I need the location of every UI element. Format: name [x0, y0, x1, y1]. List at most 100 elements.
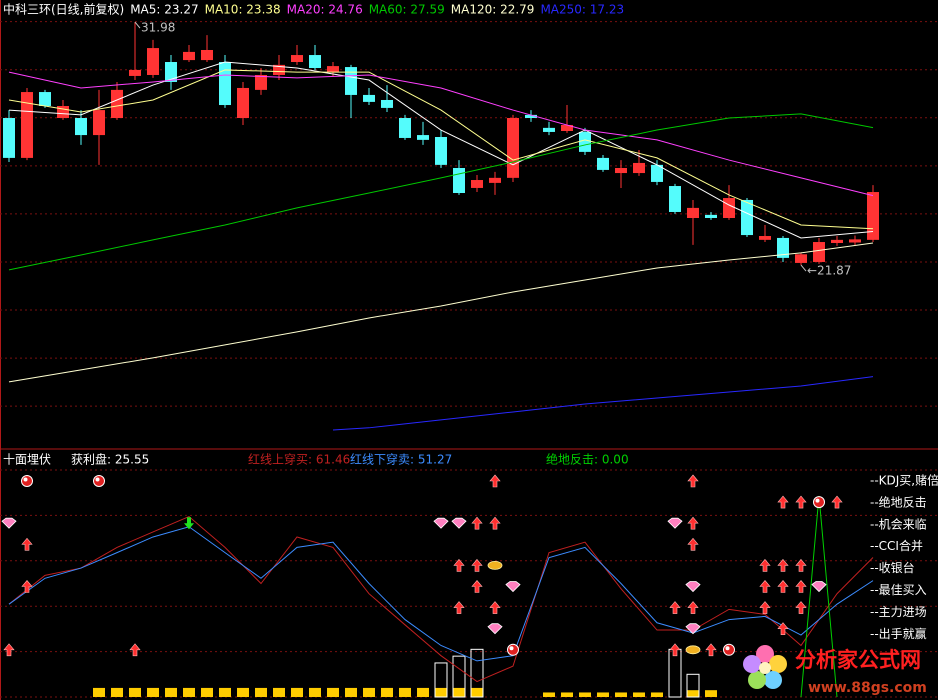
candle-body [705, 214, 717, 218]
indicator-line [8, 242, 874, 383]
legend-entry: MA60: 27.59 [369, 3, 445, 17]
buy-arrow [21, 580, 33, 593]
annotation: ←21.87 [807, 264, 851, 278]
diamond [667, 517, 683, 529]
signal-icon [777, 558, 789, 572]
candle-body [327, 66, 339, 73]
candle-body [831, 239, 843, 243]
buy-arrow [687, 537, 699, 551]
signal-label: --机会来临 [870, 517, 927, 531]
signal-icon [777, 622, 789, 636]
buy-arrow [795, 495, 807, 509]
ingot [487, 561, 503, 570]
buy-arrow [687, 474, 699, 488]
indicator-bar [291, 687, 303, 697]
legend-entry: 红线上穿买: 61.46 [248, 452, 350, 467]
ball-shine [23, 477, 28, 482]
signal-icon [489, 516, 501, 530]
signal-icon [471, 580, 483, 593]
logo [743, 645, 787, 689]
legend-entry: MA10: 23.38 [205, 3, 281, 17]
signal-icon [21, 475, 33, 487]
signal-icon [795, 495, 807, 509]
signal-icon [687, 516, 699, 530]
candle-body [813, 242, 825, 262]
indicator-line [8, 113, 874, 271]
candle-body [453, 168, 465, 193]
signal-icon [1, 517, 17, 529]
candle-body [219, 62, 231, 106]
buy-arrow [453, 558, 465, 572]
watermark: 分析家公式网 www.88gs.com [743, 645, 927, 696]
indicator-bar [561, 692, 573, 697]
candle-body [489, 177, 501, 183]
indicator-line [8, 61, 874, 239]
candle-body [417, 135, 429, 140]
signal-label: --KDJ买,赌倍 [870, 473, 938, 488]
signal-icon [685, 581, 701, 593]
indicator-bar [615, 692, 627, 697]
buy-arrow [687, 516, 699, 530]
buy-arrow [489, 516, 501, 530]
candle-body [471, 180, 483, 188]
candle-body [543, 127, 555, 132]
ingot [685, 645, 701, 655]
signal-icon [759, 558, 771, 572]
signal-icon [669, 601, 681, 614]
signal-icon [705, 643, 717, 657]
candle-body [615, 168, 627, 174]
candle-body [777, 237, 789, 258]
indicator-bar [452, 655, 466, 698]
candle-body [201, 49, 213, 61]
legend-entry: 获利盘: 25.55 [71, 452, 149, 467]
signal-icon [687, 474, 699, 488]
candle-body [651, 164, 663, 182]
buy-arrow [831, 495, 843, 509]
indicator-bar [434, 662, 448, 698]
ball-shine [95, 477, 100, 482]
legend-entry: 红线下穿卖: 51.27 [350, 452, 452, 467]
indicator-bar [705, 690, 717, 697]
indicator-bar [309, 687, 321, 697]
signal-icon [777, 495, 789, 509]
candle-body [525, 114, 537, 119]
indicator-line [332, 376, 874, 431]
candle-body [183, 51, 195, 61]
indicator-bar [435, 687, 447, 697]
signal-icon [487, 623, 503, 635]
buy-arrow [669, 643, 681, 657]
indicator-line [800, 495, 838, 698]
signal-label: --最佳买入 [870, 583, 927, 597]
watermark-url: www.88gs.com [808, 680, 927, 696]
candle-body [273, 64, 285, 75]
candle-body [759, 236, 771, 240]
ball [723, 643, 735, 656]
buy-arrow [759, 601, 771, 614]
buy-arrow [777, 495, 789, 509]
candle-body [237, 87, 249, 119]
candle-body [363, 94, 375, 102]
indicator-bar [686, 673, 700, 698]
candle-body [309, 55, 321, 69]
signal-label: --绝地反击 [870, 494, 927, 509]
candle-body [561, 124, 573, 131]
candle-body [255, 74, 267, 90]
signal-label: --CCI合并 [870, 538, 923, 553]
signal-icon [811, 581, 827, 593]
sell-arrow [184, 517, 194, 530]
buy-arrow [3, 643, 15, 657]
indicator-bar [201, 687, 213, 697]
buy-arrow [705, 643, 717, 657]
ball [93, 475, 105, 487]
signal-icon [795, 601, 807, 614]
indicator-bar [147, 687, 159, 697]
candle-body [93, 110, 105, 136]
watermark-title: 分析家公式网 [795, 648, 921, 672]
candle-body [129, 69, 141, 76]
buy-arrow [777, 622, 789, 636]
indicator-bar [651, 692, 663, 697]
legend-entry: 十面埋伏 [3, 453, 51, 467]
indicator-bar [93, 687, 105, 697]
indicator-bar [345, 687, 357, 697]
candle-body [3, 118, 15, 158]
